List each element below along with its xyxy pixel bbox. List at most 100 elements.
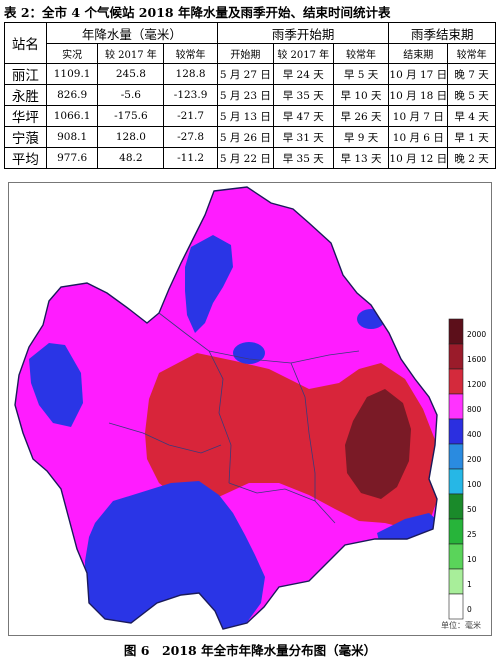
table-cell: 早 26 天 [332, 105, 390, 127]
legend-swatch [448, 518, 464, 545]
legend-swatch [448, 593, 464, 620]
table-cell: 977.6 [45, 147, 99, 169]
zone-blue-center [233, 342, 265, 364]
table-cell: 10 月 17 日 [388, 63, 449, 85]
precipitation-table: 站名 年降水量（毫米） 雨季开始期 雨季结束期 实况 较 2017 年 较常年 … [4, 22, 496, 169]
table-cell: 早 1 天 [447, 126, 496, 148]
legend-swatch [448, 393, 464, 420]
table-cell: 10 月 6 日 [388, 126, 449, 148]
table-cell: 早 35 天 [272, 84, 334, 106]
legend-swatch [448, 493, 464, 520]
legend-swatch [448, 368, 464, 395]
precip-zones [15, 187, 437, 629]
subheader-end-date: 结束期 [388, 43, 449, 64]
table-cell: 10 月 12 日 [388, 147, 449, 169]
subheader-start-vs-normal: 较常年 [332, 43, 390, 64]
subheader-vs-2017: 较 2017 年 [97, 43, 165, 64]
unit-label: 单位：毫米 [441, 621, 481, 630]
legend-label: 1200 [467, 380, 486, 389]
figure-caption: 图 6 2018 年全市年降水量分布图（毫米） [123, 643, 377, 658]
legend-label: 10 [467, 555, 477, 564]
legend-label: 50 [467, 505, 477, 514]
subheader-end-vs-normal: 较常年 [447, 43, 496, 64]
county-boundaries [108, 312, 360, 524]
table-cell: 10 月 18 日 [388, 84, 449, 106]
table-cell: 早 35 天 [272, 147, 334, 169]
county-line [158, 312, 232, 484]
subheader-start-date: 开始期 [216, 43, 274, 64]
county-line [108, 422, 222, 454]
subheader-actual: 实况 [45, 43, 99, 64]
table-cell: 128.8 [163, 63, 218, 85]
legend-swatch [448, 318, 464, 345]
subheader-vs-normal: 较常年 [163, 43, 218, 64]
table-cell: 晚 7 天 [447, 63, 496, 85]
station-name: 宁蒗 [4, 126, 47, 148]
legend-label: 200 [467, 455, 482, 464]
legend-label: 400 [467, 430, 482, 439]
legend-label: 1600 [467, 355, 486, 364]
station-name: 平均 [4, 147, 47, 169]
table-cell: -11.2 [163, 147, 218, 169]
header-rainy-start: 雨季开始期 [216, 22, 390, 44]
legend-swatch [448, 443, 464, 470]
table-row: 宁蒗 908.1 128.0 -27.8 5 月 26 日 早 31 天 早 9… [4, 126, 496, 148]
table-cell: 5 月 13 日 [216, 105, 274, 127]
legend-label: 0 [467, 605, 472, 614]
table-cell: -123.9 [163, 84, 218, 106]
station-name: 丽江 [4, 63, 47, 85]
station-name: 永胜 [4, 84, 47, 106]
zone-blue-west [29, 343, 83, 427]
table-cell: 10 月 7 日 [388, 105, 449, 127]
table-cell: 早 24 天 [272, 63, 334, 85]
table-cell: 早 5 天 [332, 63, 390, 85]
table-cell: 晚 5 天 [447, 84, 496, 106]
table-cell: 826.9 [45, 84, 99, 106]
legend-label: 800 [467, 405, 482, 414]
table-cell: 5 月 23 日 [216, 84, 274, 106]
table-cell: 128.0 [97, 126, 165, 148]
legend-label: 100 [467, 480, 482, 489]
table-cell: 245.8 [97, 63, 165, 85]
header-precipitation: 年降水量（毫米） [45, 22, 218, 44]
table-cell: -5.6 [97, 84, 165, 106]
table-row: 平均 977.6 48.2 -11.2 5 月 22 日 早 35 天 早 13… [4, 147, 496, 169]
table-cell: 早 13 天 [332, 147, 390, 169]
legend-label: 2000 [467, 330, 486, 339]
table-cell: 早 4 天 [447, 105, 496, 127]
legend-swatch [448, 468, 464, 495]
table-cell: 早 31 天 [272, 126, 334, 148]
table-cell: -21.7 [163, 105, 218, 127]
table-row: 丽江 1109.1 245.8 128.8 5 月 27 日 早 24 天 早 … [4, 63, 496, 85]
legend-label: 1 [467, 580, 472, 589]
zone-blue-south [85, 481, 265, 629]
zone-blue-north [185, 235, 233, 333]
table-row: 永胜 826.9 -5.6 -123.9 5 月 23 日 早 35 天 早 1… [4, 84, 496, 106]
legend-swatch [448, 418, 464, 445]
table-cell: 1109.1 [45, 63, 99, 85]
legend-swatch [448, 343, 464, 370]
station-name: 华坪 [4, 105, 47, 127]
table-cell: 5 月 27 日 [216, 63, 274, 85]
subheader-start-vs-2017: 较 2017 年 [272, 43, 334, 64]
table-cell: 早 10 天 [332, 84, 390, 106]
table-cell: 48.2 [97, 147, 165, 169]
legend-swatch [448, 568, 464, 595]
zone-darkred [345, 389, 411, 499]
region-boundary [14, 186, 438, 630]
county-line [290, 362, 316, 501]
legend-swatches [448, 318, 464, 620]
table-cell: -27.8 [163, 126, 218, 148]
table-cell: 5 月 22 日 [216, 147, 274, 169]
legend-swatch [448, 543, 464, 570]
table-cell: -175.6 [97, 105, 165, 127]
table-cell: 1066.1 [45, 105, 99, 127]
county-line [228, 482, 336, 524]
header-station: 站名 [4, 22, 47, 64]
header-rainy-end: 雨季结束期 [388, 22, 496, 44]
table-cell: 早 9 天 [332, 126, 390, 148]
precipitation-map: 2000 1600 1200 800 400 200 100 50 25 10 1 0 单位：毫米 [8, 182, 492, 636]
